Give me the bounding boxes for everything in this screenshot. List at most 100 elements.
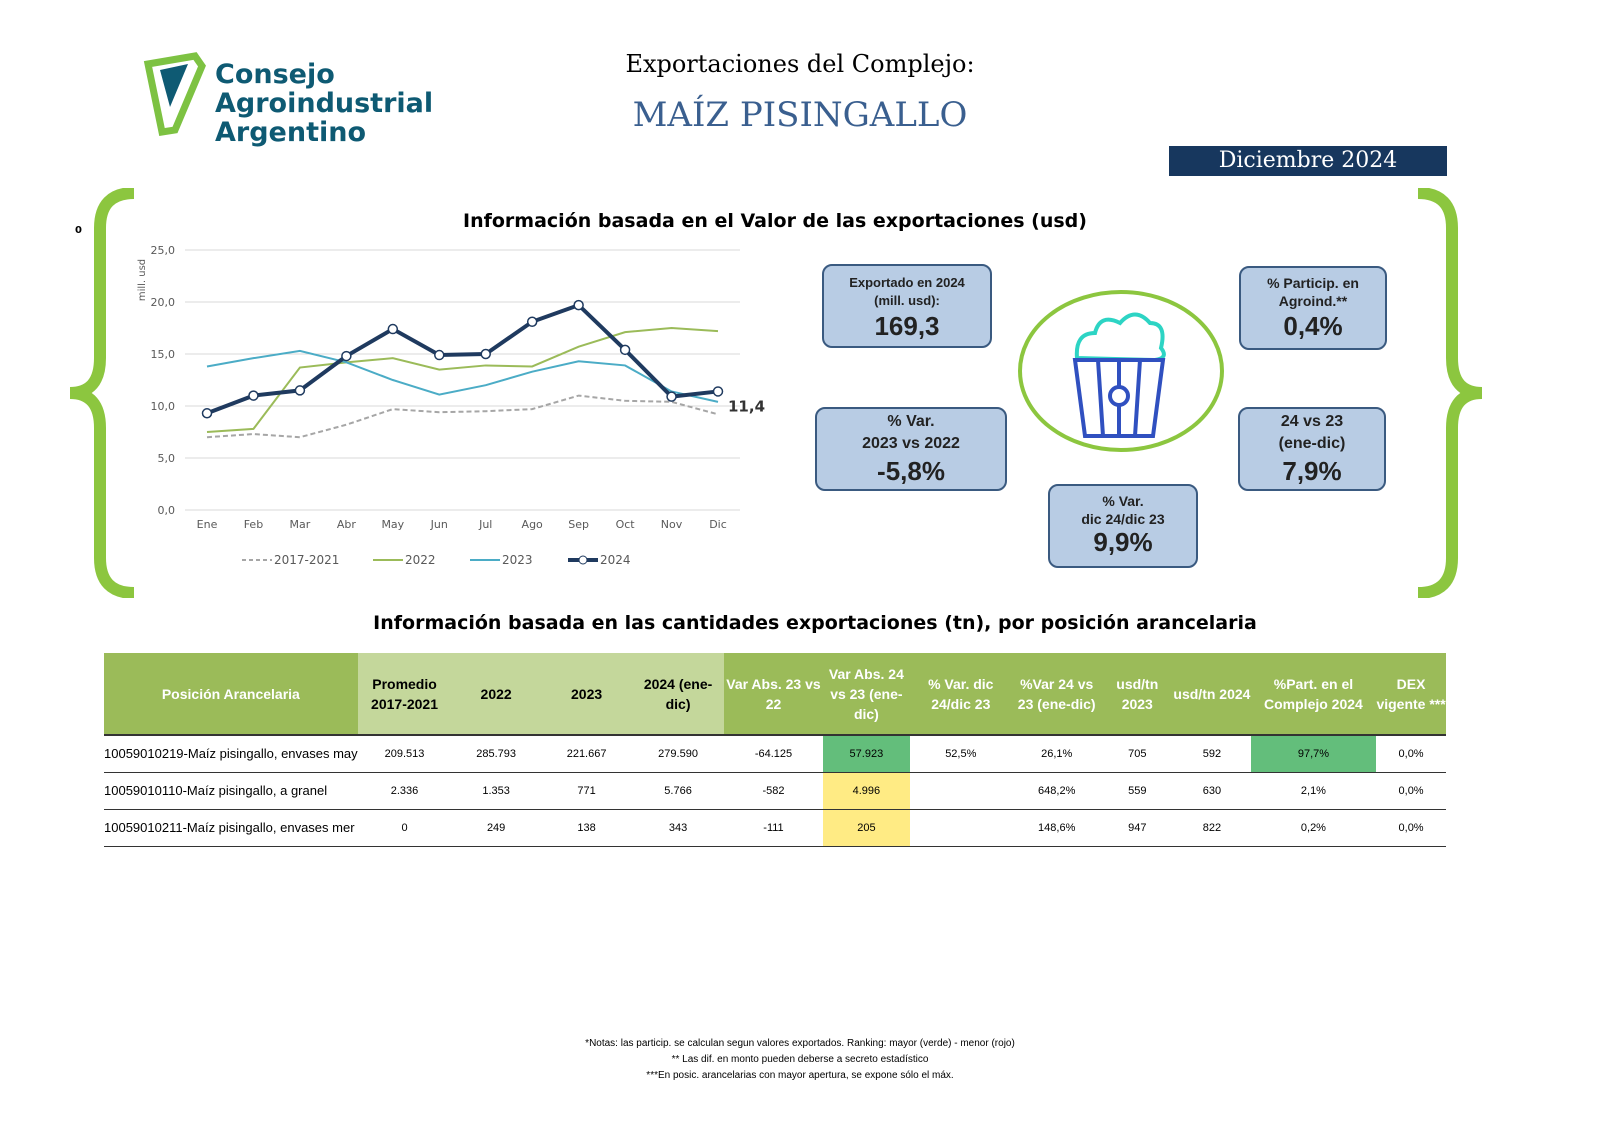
- page-title: Exportaciones del Complejo:: [625, 50, 975, 78]
- x-tick-label: May: [381, 518, 404, 531]
- data-point: [526, 316, 538, 328]
- kpi-label: % Particip. en Agroind.**: [1267, 275, 1359, 309]
- table-cell: 285.793: [451, 735, 541, 773]
- col-header: 2023: [540, 653, 633, 735]
- table-cell: 343: [632, 809, 724, 847]
- table-cell: 2.336: [357, 772, 452, 810]
- table-row: 10059010219-Maíz pisingallo, envases may…: [104, 735, 1446, 773]
- data-point: [434, 349, 445, 361]
- legend-item: 2024: [568, 553, 631, 567]
- y-axis-label: mill. usd: [137, 259, 148, 301]
- table-cell: 97,7%: [1250, 735, 1377, 773]
- x-tick-label: Ene: [197, 518, 218, 531]
- series-line-2017-2021: [206, 394, 719, 439]
- qty-section-title: Información basada en las cantidades exp…: [373, 612, 1257, 634]
- table-cell: 57.923: [823, 735, 910, 773]
- value-section-title: Información basada en el Valor de las ex…: [463, 210, 1087, 232]
- table-row: 10059010211-Maíz pisingallo, envases mer…: [104, 809, 1446, 847]
- table-cell: 249: [451, 809, 541, 847]
- footnotes: *Notas: las particip. se calculan segun …: [400, 1036, 1200, 1084]
- table-cell: -582: [723, 772, 824, 810]
- table-cell: 138: [540, 809, 633, 847]
- col-header: %Var 24 vs 23 (ene-dic): [1011, 653, 1102, 735]
- data-point: [294, 385, 306, 396]
- footnote: *Notas: las particip. se calculan segun …: [585, 1038, 1015, 1049]
- kpi-exported: Exportado en 2024 (mill. usd): 169,3: [822, 264, 992, 348]
- data-point: [573, 299, 584, 311]
- product-title: MAÍZ PISINGALLO: [632, 95, 968, 135]
- kpi-particip: % Particip. en Agroind.** 0,4%: [1239, 266, 1387, 350]
- legend-item: 2022: [373, 553, 436, 567]
- table-cell: 209.513: [357, 735, 452, 773]
- table-cell: 822: [1173, 809, 1251, 847]
- kpi-label: 24 vs 23: [1280, 413, 1344, 430]
- x-tick-label: Sep: [568, 518, 589, 531]
- x-tick-label: Jul: [478, 518, 492, 531]
- data-point: [341, 350, 352, 362]
- table-cell: 630: [1173, 772, 1251, 810]
- table-cell: 1.353: [451, 772, 541, 810]
- kpi-label: Exportado en 2024 (mill. usd):: [849, 275, 965, 308]
- table-cell: 4.996: [823, 772, 910, 810]
- x-tick-label: Nov: [661, 518, 683, 531]
- col-header: Var Abs. 23 vs 22: [723, 653, 824, 735]
- col-header: Posición Arancelaria: [104, 653, 358, 735]
- kpi-value: 0,4%: [1283, 311, 1343, 341]
- table-cell: [909, 809, 1012, 847]
- series-line-2022: [206, 326, 719, 433]
- x-tick-label: Oct: [616, 518, 636, 531]
- table-cell: [909, 772, 1012, 810]
- col-header: DEX vigente ***: [1376, 653, 1446, 735]
- table-cell: 0,2%: [1250, 809, 1377, 847]
- data-point: [387, 323, 399, 335]
- table-cell: 705: [1101, 735, 1174, 773]
- legend-label: 2017-2021: [274, 553, 339, 567]
- footnote: ** Las dif. en monto pueden deberse a se…: [671, 1054, 929, 1065]
- y-tick-label: 10,0: [151, 400, 176, 413]
- kpi-label: % Var.: [887, 413, 935, 430]
- x-tick-label: Dic: [709, 518, 727, 531]
- table-cell: 205: [823, 809, 910, 847]
- data-point: [712, 386, 724, 397]
- series-line-2024: [206, 302, 719, 416]
- table-cell: 26,1%: [1011, 735, 1102, 773]
- popcorn-icon: [1018, 290, 1224, 452]
- logo-text: Consejo Agroindustrial Argentino: [215, 60, 433, 147]
- table-header: Posición Arancelaria Promedio 2017-2021 …: [104, 653, 1446, 735]
- table-row: 10059010110-Maíz pisingallo, a granel 2.3…: [104, 772, 1446, 810]
- col-header: Promedio 2017-2021: [357, 653, 452, 735]
- kpi-value: -5,8%: [877, 456, 945, 486]
- col-header: usd/tn 2024: [1173, 653, 1251, 735]
- last-value-label: 11,4: [728, 397, 765, 415]
- table-cell: 559: [1101, 772, 1174, 810]
- legend-label: 2023: [502, 553, 533, 567]
- x-tick-label: Jun: [430, 518, 448, 531]
- table-cell: 592: [1173, 735, 1251, 773]
- footnote: ***En posic. arancelarias con mayor aper…: [646, 1070, 954, 1081]
- logo-line: Argentino: [215, 117, 367, 148]
- series-line-2023: [206, 349, 719, 403]
- kpi-value: 9,9%: [1093, 527, 1153, 557]
- col-header: Var Abs. 24 vs 23 (ene-dic): [823, 653, 910, 735]
- y-tick-label: 20,0: [151, 296, 176, 309]
- table-cell: 148,6%: [1011, 809, 1102, 847]
- kpi-value: 7,9%: [1282, 456, 1342, 486]
- kpi-label: (ene-dic): [1278, 435, 1346, 452]
- data-point: [201, 408, 213, 419]
- cell-position: 10059010211-Maíz pisingallo, envases mer: [104, 809, 358, 847]
- kpi-var-dic: % Var. dic 24/dic 23 9,9%: [1048, 484, 1198, 568]
- tariff-table: Posición Arancelaria Promedio 2017-2021 …: [104, 653, 1446, 847]
- table-cell: 648,2%: [1011, 772, 1102, 810]
- table-cell: 0,0%: [1376, 772, 1446, 810]
- kpi-var-2023-2022: % Var. 2023 vs 2022 -5,8%: [815, 407, 1007, 491]
- table-cell: 5.766: [632, 772, 724, 810]
- logo-line: Agroindustrial: [215, 88, 434, 119]
- table-cell: 0,0%: [1376, 735, 1446, 773]
- y-tick-label: 5,0: [158, 452, 176, 465]
- col-header: 2024 (ene-dic): [632, 653, 724, 735]
- legend-item: 2017-2021: [242, 553, 339, 567]
- data-point: [248, 390, 259, 401]
- kpi-label: dic 24/dic 23: [1081, 511, 1165, 527]
- period-badge: Diciembre 2024: [1169, 146, 1447, 176]
